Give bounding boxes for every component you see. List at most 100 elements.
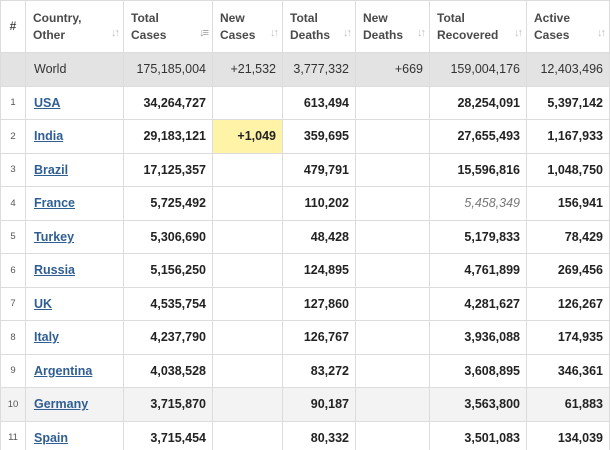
table-row: 5 Turkey 5,306,690 48,428 5,179,833 78,429 xyxy=(0,219,610,254)
new-deaths-cell xyxy=(355,219,430,254)
table-row: 9 Argentina 4,038,528 83,272 3,608,895 346,36… xyxy=(0,353,610,388)
new-cases-cell xyxy=(212,420,283,450)
rank-cell: 6 xyxy=(0,253,26,288)
new-cases-cell xyxy=(212,219,283,254)
new-deaths-cell xyxy=(355,186,430,221)
new-cases-cell xyxy=(212,320,283,355)
column-header-new-deaths[interactable]: New Deaths ↓↑ xyxy=(355,0,430,53)
column-header-rank[interactable]: # xyxy=(0,0,26,53)
column-header-active-cases[interactable]: Active Cases ↓↑ xyxy=(526,0,610,53)
new-cases-cell xyxy=(212,387,283,422)
new-cases-cell xyxy=(212,186,283,221)
total-recovered-cell: 28,254,091 xyxy=(429,85,527,120)
active-cases-cell: 126,267 xyxy=(526,286,610,321)
country-link[interactable]: Germany xyxy=(34,397,89,412)
column-header-new-cases[interactable]: New Cases ↓↑ xyxy=(212,0,283,53)
active-cases-cell: 1,167,933 xyxy=(526,119,610,154)
rank-cell: 2 xyxy=(0,119,26,154)
rank-cell: 9 xyxy=(0,353,26,388)
rank-cell: 10 xyxy=(0,387,26,422)
table-row: 8 Italy 4,237,790 126,767 3,936,088 174,935 xyxy=(0,320,610,355)
active-cases-cell: 78,429 xyxy=(526,219,610,254)
total-deaths-cell: 83,272 xyxy=(282,353,356,388)
country-link[interactable]: Italy xyxy=(34,330,60,345)
total-cases-cell: 4,535,754 xyxy=(123,286,213,321)
table-row: 2 India 29,183,121 +1,049 359,695 27,655,493 1… xyxy=(0,119,610,154)
sort-arrows-icon[interactable]: ↓↑ xyxy=(417,27,426,39)
sort-descending-icon[interactable]: ↓≡ xyxy=(199,27,209,39)
column-header-total-deaths[interactable]: Total Deaths ↓↑ xyxy=(282,0,356,53)
active-cases-cell: 134,039 xyxy=(526,420,610,450)
rank-cell: 4 xyxy=(0,186,26,221)
country-link[interactable]: France xyxy=(34,196,75,211)
active-cases-cell: 174,935 xyxy=(526,320,610,355)
new-cases-cell xyxy=(212,85,283,120)
new-cases-cell: +1,049 xyxy=(212,119,283,154)
sort-arrows-icon[interactable]: ↓↑ xyxy=(270,27,279,39)
new-deaths-cell xyxy=(355,152,430,187)
world-total-deaths-cell: 3,777,332 xyxy=(282,52,356,87)
country-cell: Russia xyxy=(25,253,124,288)
world-total-row: World 175,185,004 +21,532 3,777,332 +669… xyxy=(0,52,610,87)
new-deaths-cell xyxy=(355,119,430,154)
total-cases-cell: 17,125,357 xyxy=(123,152,213,187)
table-row: 3 Brazil 17,125,357 479,791 15,596,816 1,048,… xyxy=(0,152,610,187)
total-recovered-cell: 15,596,816 xyxy=(429,152,527,187)
country-link[interactable]: India xyxy=(34,129,64,144)
world-name-cell: World xyxy=(25,52,124,87)
sort-arrows-icon[interactable]: ↓↑ xyxy=(514,27,523,39)
table-row: 6 Russia 5,156,250 124,895 4,761,899 269,456 xyxy=(0,253,610,288)
country-link[interactable]: Turkey xyxy=(34,229,75,244)
new-cases-cell xyxy=(212,152,283,187)
new-deaths-cell xyxy=(355,85,430,120)
active-cases-cell: 1,048,750 xyxy=(526,152,610,187)
sort-arrows-icon[interactable]: ↓↑ xyxy=(343,27,352,39)
total-cases-cell: 5,306,690 xyxy=(123,219,213,254)
column-header-total-recovered[interactable]: Total Recovered ↓↑ xyxy=(429,0,527,53)
table-row: 1 USA 34,264,727 613,494 28,254,091 5,397,142 xyxy=(0,85,610,120)
world-total-cases-cell: 175,185,004 xyxy=(123,52,213,87)
total-recovered-cell: 5,179,833 xyxy=(429,219,527,254)
country-cell: UK xyxy=(25,286,124,321)
total-deaths-cell: 359,695 xyxy=(282,119,356,154)
new-deaths-cell xyxy=(355,286,430,321)
total-deaths-cell: 126,767 xyxy=(282,320,356,355)
total-recovered-cell: 4,281,627 xyxy=(429,286,527,321)
country-cell: Italy xyxy=(25,320,124,355)
total-deaths-cell: 80,332 xyxy=(282,420,356,450)
total-cases-cell: 34,264,727 xyxy=(123,85,213,120)
country-link[interactable]: Spain xyxy=(34,430,69,445)
total-cases-cell: 29,183,121 xyxy=(123,119,213,154)
table-row: 10 Germany 3,715,870 90,187 3,563,800 61,883 xyxy=(0,387,610,422)
country-link[interactable]: USA xyxy=(34,95,61,110)
total-deaths-cell: 48,428 xyxy=(282,219,356,254)
country-cell: Spain xyxy=(25,420,124,450)
world-total-recovered-cell: 159,004,176 xyxy=(429,52,527,87)
total-cases-cell: 5,156,250 xyxy=(123,253,213,288)
column-header-country[interactable]: Country, Other ↓↑ xyxy=(25,0,124,53)
rank-cell: 1 xyxy=(0,85,26,120)
country-link[interactable]: Russia xyxy=(34,263,75,278)
country-cell: Turkey xyxy=(25,219,124,254)
country-cell: USA xyxy=(25,85,124,120)
active-cases-cell: 156,941 xyxy=(526,186,610,221)
country-link[interactable]: Argentina xyxy=(34,363,93,378)
total-recovered-cell: 27,655,493 xyxy=(429,119,527,154)
country-cell: India xyxy=(25,119,124,154)
sort-arrows-icon[interactable]: ↓↑ xyxy=(597,27,606,39)
new-cases-cell xyxy=(212,353,283,388)
total-recovered-cell: 3,563,800 xyxy=(429,387,527,422)
country-link[interactable]: UK xyxy=(34,296,53,311)
country-link[interactable]: Brazil xyxy=(34,162,69,177)
column-header-total-cases[interactable]: Total Cases ↓≡ xyxy=(123,0,213,53)
sort-arrows-icon[interactable]: ↓↑ xyxy=(111,27,120,39)
total-deaths-cell: 124,895 xyxy=(282,253,356,288)
table-row: 4 France 5,725,492 110,202 5,458,349 156,941 xyxy=(0,186,610,221)
world-new-deaths-cell: +669 xyxy=(355,52,430,87)
rank-cell: 7 xyxy=(0,286,26,321)
world-new-cases-cell: +21,532 xyxy=(212,52,283,87)
total-deaths-cell: 479,791 xyxy=(282,152,356,187)
new-deaths-cell xyxy=(355,387,430,422)
active-cases-cell: 61,883 xyxy=(526,387,610,422)
